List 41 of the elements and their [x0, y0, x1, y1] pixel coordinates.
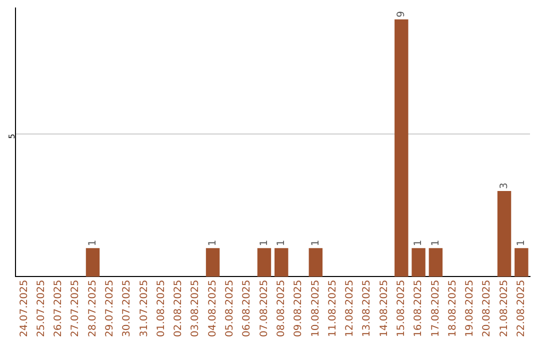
data-label: 1 [276, 240, 287, 246]
data-label: 1 [207, 240, 218, 246]
data-label: 3 [498, 182, 510, 189]
x-tick-label: 02.08.2025 [173, 280, 184, 338]
x-tick-label: 16.08.2025 [413, 280, 424, 338]
x-tick-label: 12.08.2025 [344, 280, 356, 338]
data-label: 1 [258, 240, 270, 246]
x-tick-label: 06.08.2025 [242, 280, 253, 338]
x-tick-label: 15.08.2025 [396, 280, 407, 338]
x-tick-label: 04.08.2025 [207, 280, 218, 338]
data-label: 1 [516, 240, 528, 246]
data-label: 1 [87, 240, 98, 246]
data-label: 9 [396, 11, 407, 18]
x-tick-label: 25.07.2025 [36, 280, 47, 338]
x-tick-label: 10.08.2025 [310, 280, 322, 338]
x-tick-label: 30.07.2025 [122, 280, 133, 338]
data-label: 1 [430, 240, 442, 246]
x-tick-label: 08.08.2025 [276, 280, 287, 338]
data-label: 1 [310, 240, 322, 246]
x-tick-label: 09.08.2025 [293, 280, 304, 338]
x-tick-label: 20.08.2025 [482, 280, 493, 338]
x-tick-label: 11.08.2025 [327, 280, 338, 338]
x-tick-label: 19.08.2025 [464, 280, 476, 338]
x-tick-label: 27.07.2025 [70, 280, 82, 338]
x-tick-label: 01.08.2025 [156, 280, 167, 338]
y-tick-label: 5 [8, 134, 17, 139]
x-tick-label: 26.07.2025 [53, 280, 64, 338]
x-tick-label: 13.08.2025 [362, 280, 373, 338]
x-tick-label: 22.08.2025 [516, 280, 528, 338]
x-tick-label: 03.08.2025 [190, 280, 202, 338]
x-tick-label: 21.08.2025 [498, 280, 510, 338]
x-tick-label: 24.07.2025 [18, 280, 30, 338]
x-tick-label: 05.08.2025 [224, 280, 236, 338]
x-tick-label: 14.08.2025 [378, 280, 390, 338]
x-tick-label: 07.08.2025 [258, 280, 270, 338]
data-label: 1 [413, 240, 424, 246]
x-tick-label: 17.08.2025 [430, 280, 442, 338]
x-tick-label: 31.07.2025 [138, 280, 150, 338]
x-tick-label: 29.07.2025 [104, 280, 116, 338]
x-tick-label: 28.07.2025 [87, 280, 98, 338]
x-tick-label: 18.08.2025 [447, 280, 458, 338]
